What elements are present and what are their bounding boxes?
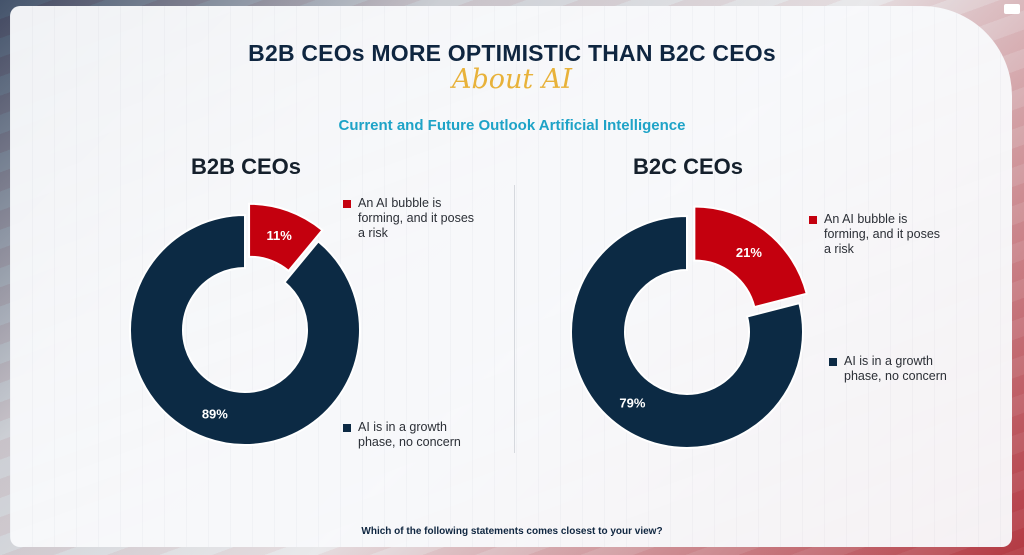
donut-slice-growth bbox=[570, 214, 804, 449]
legend-item-b2c-bubble: An AI bubble is forming, and it poses a … bbox=[809, 212, 944, 262]
section-heading: Current and Future Outlook Artificial In… bbox=[338, 117, 686, 134]
legend-label: An AI bubble is forming, and it poses a … bbox=[824, 212, 941, 256]
data-label-growth: 89% bbox=[202, 407, 228, 422]
donut-slice-bubble bbox=[693, 205, 808, 309]
page-subtitle: About AI bbox=[451, 64, 573, 95]
donut-chart-b2c: 21% 79% bbox=[570, 205, 808, 449]
corner-tab-decoration bbox=[1004, 4, 1020, 14]
donut-chart-b2b: 11% 89% bbox=[129, 202, 361, 446]
legend-label: AI is in a growth phase, no concern bbox=[358, 420, 461, 449]
survey-question: Which of the following statements comes … bbox=[361, 526, 663, 537]
legend-item-b2b-growth: AI is in a growth phase, no concern bbox=[343, 420, 478, 454]
chart-title-b2c: B2C CEOs bbox=[632, 154, 744, 179]
legend-swatch bbox=[829, 358, 837, 366]
legend-item-b2b-bubble: An AI bubble is forming, and it poses a … bbox=[343, 196, 478, 246]
data-label-bubble: 11% bbox=[267, 228, 293, 243]
chart-title-b2b: B2B CEOs bbox=[190, 154, 302, 179]
page-title: B2B CEOs MORE OPTIMISTIC THAN B2C CEOs bbox=[248, 40, 776, 66]
legend-swatch bbox=[809, 216, 817, 224]
legend-swatch bbox=[343, 200, 351, 208]
legend-item-b2c-growth: AI is in a growth phase, no concern bbox=[829, 354, 964, 388]
donut-slice-growth bbox=[129, 213, 361, 446]
chart-divider bbox=[514, 185, 515, 453]
legend-label: AI is in a growth phase, no concern bbox=[844, 354, 947, 383]
data-label-growth: 79% bbox=[619, 395, 645, 410]
legend-swatch bbox=[343, 424, 351, 432]
donut-slice-bubble bbox=[248, 202, 324, 273]
data-label-bubble: 21% bbox=[736, 245, 762, 260]
legend-label: An AI bubble is forming, and it poses a … bbox=[358, 196, 475, 240]
